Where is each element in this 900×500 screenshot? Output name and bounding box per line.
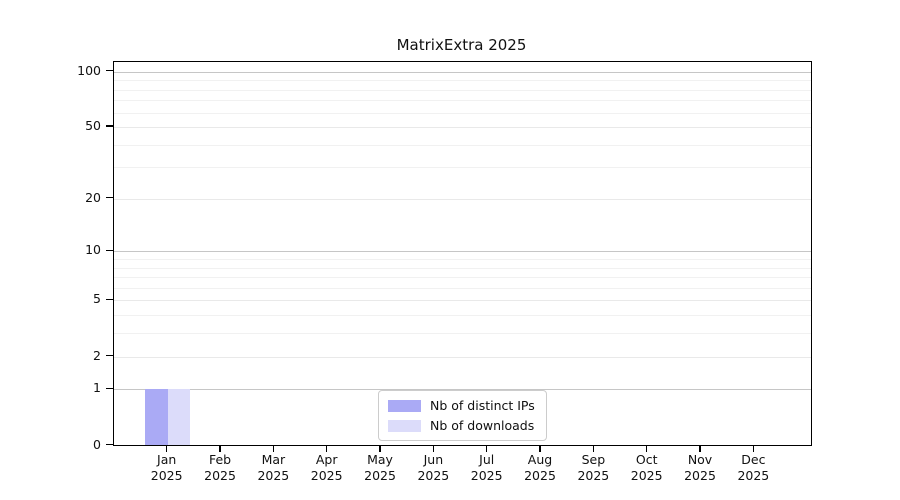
year-label: 2025 (364, 468, 396, 483)
major-gridline (114, 389, 811, 391)
x-tick-label: Apr 2025 (287, 452, 367, 484)
month-label: Feb (208, 452, 232, 467)
major-gridline (114, 71, 811, 73)
legend-label: Nb of downloads (430, 418, 535, 433)
x-tick-mark (326, 445, 328, 452)
year-label: 2025 (737, 468, 770, 483)
year-label: 2025 (257, 468, 290, 483)
minor-gridline (114, 100, 811, 102)
major-gridline (114, 356, 811, 358)
y-tick-mark (106, 197, 113, 199)
year-label: 2025 (150, 468, 183, 483)
year-label: 2025 (684, 468, 716, 483)
x-tick-mark (219, 445, 221, 452)
x-tick-mark (432, 445, 434, 452)
year-label: 2025 (630, 468, 663, 483)
y-tick-mark (106, 443, 113, 446)
x-tick-label: May 2025 (340, 452, 420, 484)
minor-gridline (114, 89, 811, 91)
year-label: 2025 (204, 468, 236, 483)
month-label: Aug (527, 452, 553, 467)
legend: Nb of distinct IPs Nb of downloads (378, 390, 547, 441)
x-tick-mark (166, 445, 168, 452)
minor-gridline (114, 315, 811, 317)
x-tick-mark (486, 445, 488, 452)
plot-area: Nb of distinct IPs Nb of downloads (113, 61, 812, 446)
bar-downloads (167, 389, 190, 445)
y-tick-label: 20 (85, 189, 101, 205)
major-gridline (114, 300, 811, 302)
minor-gridline (114, 167, 811, 169)
x-tick-label: Jan 2025 (127, 452, 207, 484)
minor-gridline (114, 287, 811, 289)
x-tick-label: Jul 2025 (447, 452, 527, 484)
y-tick-mark (106, 249, 113, 251)
legend-item: Nb of distinct IPs (388, 398, 535, 413)
x-tick-label: Dec 2025 (713, 452, 793, 484)
year-label: 2025 (524, 468, 556, 483)
x-tick-label: Oct 2025 (607, 452, 687, 484)
y-tick-label: 100 (77, 62, 101, 78)
x-tick-label: Jun 2025 (393, 452, 473, 484)
y-tick-mark (106, 298, 113, 300)
y-tick-label: 10 (85, 242, 101, 258)
legend-swatch (388, 399, 421, 412)
x-tick-label: Aug 2025 (500, 452, 580, 484)
minor-gridline (114, 267, 811, 269)
month-label: Jul (479, 452, 495, 467)
x-tick-label: Sep 2025 (553, 452, 633, 484)
minor-gridline (114, 80, 811, 82)
month-label: Mar (261, 452, 286, 467)
x-tick-mark (272, 445, 274, 452)
y-tick-label: 0 (93, 436, 101, 452)
month-label: Jan (157, 452, 177, 467)
x-tick-mark (592, 445, 594, 452)
chart-title: MatrixExtra 2025 (396, 36, 527, 54)
month-label: May (367, 452, 393, 467)
major-gridline (114, 251, 811, 253)
legend-item: Nb of downloads (388, 418, 535, 433)
year-label: 2025 (577, 468, 610, 483)
minor-gridline (114, 333, 811, 335)
major-gridline (114, 198, 811, 200)
x-tick-label: Mar 2025 (233, 452, 313, 484)
x-tick-mark (379, 445, 381, 452)
month-label: Dec (741, 452, 766, 467)
legend-swatch (388, 419, 421, 432)
y-tick-label: 1 (93, 380, 101, 396)
minor-gridline (114, 259, 811, 260)
x-tick-label: Nov 2025 (660, 452, 740, 484)
year-label: 2025 (310, 468, 343, 483)
month-label: Apr (315, 452, 338, 467)
y-tick-label: 2 (93, 347, 101, 363)
year-label: 2025 (470, 468, 503, 483)
y-tick-mark (106, 354, 113, 357)
month-label: Oct (635, 452, 658, 467)
y-tick-label: 5 (93, 291, 101, 307)
minor-gridline (114, 112, 811, 114)
x-tick-mark (646, 445, 648, 452)
x-tick-mark (699, 445, 701, 452)
y-tick-mark (106, 70, 113, 72)
minor-gridline (114, 277, 811, 279)
month-label: Jun (423, 452, 444, 467)
year-label: 2025 (417, 468, 450, 483)
x-tick-mark (752, 445, 754, 452)
month-label: Nov (687, 452, 713, 467)
legend-label: Nb of distinct IPs (430, 398, 535, 413)
y-tick-mark (106, 125, 113, 127)
y-tick-mark (106, 387, 113, 389)
month-label: Sep (581, 452, 606, 467)
y-tick-label: 50 (85, 118, 101, 134)
major-gridline (114, 127, 811, 129)
minor-gridline (114, 144, 811, 146)
bar-distinct-ips (145, 389, 168, 445)
x-tick-mark (539, 445, 541, 452)
x-tick-label: Feb 2025 (180, 452, 260, 484)
